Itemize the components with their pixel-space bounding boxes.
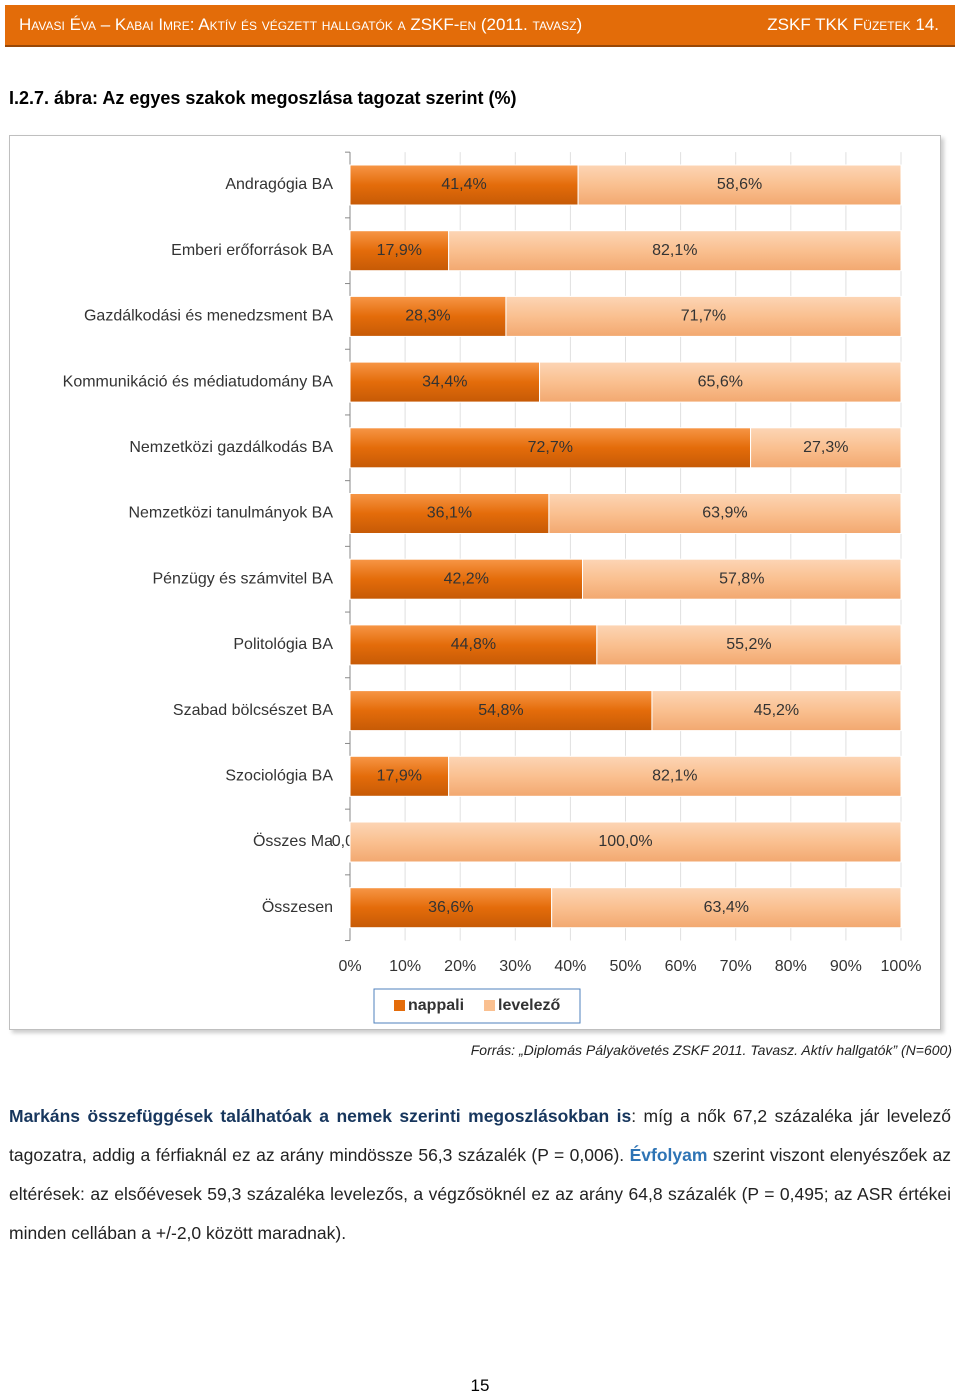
value-label: 55,2% (726, 636, 771, 653)
x-tick-label: 30% (499, 958, 531, 975)
value-label: 36,6% (428, 899, 473, 916)
legend-swatch (484, 1000, 496, 1011)
bar-segment (349, 558, 584, 600)
category-label: Szabad bölcsészet BA (173, 702, 333, 719)
bar-segment (349, 821, 902, 863)
category-label: Szociológia BA (225, 768, 333, 785)
value-label: 54,8% (478, 702, 523, 719)
x-tick-label: 90% (830, 958, 862, 975)
source-note: Forrás: „Diplomás Pályakövetés ZSKF 2011… (470, 1042, 952, 1058)
bar-segment (577, 164, 902, 206)
bar-segment (539, 361, 902, 403)
bar-segment (448, 755, 902, 797)
value-label: 82,1% (652, 242, 697, 259)
x-tick-label: 40% (554, 958, 586, 975)
value-label: 57,8% (719, 570, 764, 587)
emphasis: Markáns összefüggések találhatóak a neme… (9, 1106, 632, 1126)
x-tick-label: 20% (444, 958, 476, 975)
value-label: 45,2% (754, 702, 799, 719)
category-label: Emberi erőforrások BA (171, 242, 333, 259)
bar-segment (548, 493, 902, 534)
category-label: Összes Ma (253, 832, 333, 850)
x-tick-label: 0% (338, 958, 361, 975)
text: : míg a nők 67,2 százaléka jár levelező … (9, 1106, 951, 1165)
bar-segment (349, 493, 550, 534)
bar-segment (750, 427, 902, 469)
value-label: 65,6% (698, 373, 743, 390)
header-right: ZSKF TKK Füzetek 14. (767, 15, 939, 34)
bar-segment (505, 295, 902, 337)
x-tick-label: 100% (881, 958, 922, 975)
value-label: 100,0% (598, 833, 652, 850)
header-left: Havasi Éva – Kabai Imre: Aktív és végzet… (19, 15, 583, 34)
bar-segment (582, 558, 902, 600)
bar-segment (349, 755, 450, 797)
figure-caption: I.2.7. ábra: Az egyes szakok megoszlása … (9, 88, 517, 108)
x-tick-label: 70% (720, 958, 752, 975)
value-label: 17,9% (377, 242, 422, 259)
value-label: 71,7% (681, 308, 726, 325)
x-tick-label: 50% (609, 958, 641, 975)
page-header: Havasi Éva – Kabai Imre: Aktív és végzet… (5, 5, 955, 47)
value-label: 36,1% (427, 505, 472, 522)
category-label: Kommunikáció és médiatudomány BA (63, 373, 334, 390)
category-label: Nemzetközi tanulmányok BA (128, 505, 333, 522)
value-label: 28,3% (405, 308, 450, 325)
category-label: Politológia BA (233, 636, 333, 653)
text: szerint viszont elenyészőek az eltérések… (9, 1145, 951, 1243)
value-label: 63,9% (702, 505, 747, 522)
bar-segment (349, 427, 752, 469)
value-label: 27,3% (803, 439, 848, 456)
bar-segment (349, 887, 553, 929)
category-label: Andragógia BA (225, 176, 333, 193)
x-tick-label: 80% (775, 958, 807, 975)
legend-label: levelező (498, 997, 560, 1014)
category-label: Összesen (262, 898, 333, 916)
value-label: 41,4% (441, 176, 486, 193)
value-label: 34,4% (422, 373, 467, 390)
value-label: 58,6% (717, 176, 762, 193)
bar-segment (551, 887, 902, 929)
legend-swatch (394, 1000, 405, 1011)
chart-frame: 0% 10% 20% 30% 40% 50% 60% 70% 80% 90% 100% Andragó… (9, 135, 941, 1030)
bar-segment (651, 690, 902, 732)
bar-segment (349, 230, 450, 272)
category-label: Gazdálkodási és menedzsment BA (84, 308, 333, 325)
bar-segment (596, 624, 902, 666)
value-label: 17,9% (377, 768, 422, 785)
chart: 0% 10% 20% 30% 40% 50% 60% 70% 80% 90% 100% Andragó… (63, 151, 922, 1024)
bar-segment (349, 690, 653, 732)
bar-segment (448, 230, 902, 272)
x-tick-label: 60% (665, 958, 697, 975)
legend-label: nappali (408, 997, 464, 1014)
bar-segment (349, 164, 579, 206)
value-label: 82,1% (652, 768, 697, 785)
value-label: 72,7% (528, 439, 573, 456)
category-label: Nemzetközi gazdálkodás BA (129, 439, 333, 456)
page-number: 15 (470, 1376, 490, 1395)
body-paragraph: Markáns összefüggések találhatóak a neme… (9, 1097, 951, 1253)
emphasis: Évfolyam (629, 1145, 708, 1165)
category-label: Pénzügy és számvitel BA (152, 570, 333, 587)
bar-segment (349, 361, 541, 403)
x-tick-label: 10% (389, 958, 421, 975)
value-label: 63,4% (704, 899, 749, 916)
value-label: 44,8% (451, 636, 496, 653)
value-label: 42,2% (444, 570, 489, 587)
bar-segment (349, 624, 598, 666)
legend-box (373, 988, 581, 1024)
